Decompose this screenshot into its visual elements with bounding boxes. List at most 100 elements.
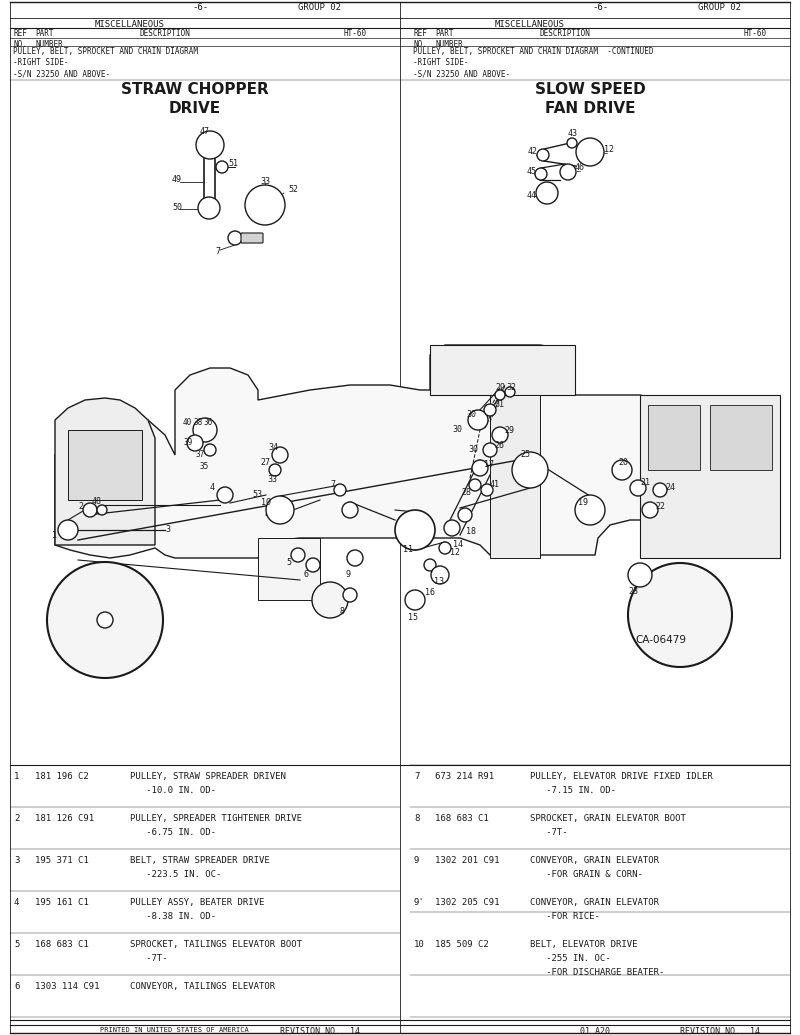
Text: DESCRIPTION: DESCRIPTION	[540, 29, 591, 38]
Text: -6-: -6-	[192, 3, 208, 12]
Text: -10.0 IN. OD-: -10.0 IN. OD-	[130, 786, 216, 795]
Text: 12: 12	[450, 548, 460, 557]
Text: PRINTED IN UNITED STATES OF AMERICA: PRINTED IN UNITED STATES OF AMERICA	[100, 1027, 249, 1033]
Circle shape	[628, 563, 652, 587]
Text: 22: 22	[655, 502, 665, 511]
Circle shape	[472, 460, 488, 476]
Circle shape	[483, 443, 497, 457]
Text: 15: 15	[408, 613, 418, 622]
Text: 185 509 C2: 185 509 C2	[435, 940, 489, 949]
Polygon shape	[258, 538, 320, 600]
Text: -223.5 IN. OC-: -223.5 IN. OC-	[130, 870, 222, 879]
Text: 3: 3	[14, 856, 19, 865]
Circle shape	[576, 138, 604, 166]
Circle shape	[97, 612, 113, 628]
Text: 41: 41	[490, 480, 500, 489]
Circle shape	[612, 460, 632, 480]
Text: HT-60: HT-60	[343, 29, 366, 38]
Text: GROUP 02: GROUP 02	[698, 3, 742, 12]
Text: 5: 5	[14, 940, 19, 949]
Circle shape	[334, 484, 346, 496]
Text: 8: 8	[340, 607, 345, 616]
Text: -FOR GRAIN & CORN-: -FOR GRAIN & CORN-	[530, 870, 643, 879]
Circle shape	[228, 231, 242, 245]
Text: 4: 4	[210, 483, 215, 492]
Text: 35: 35	[200, 462, 210, 471]
FancyBboxPatch shape	[241, 233, 263, 243]
Text: 29: 29	[504, 426, 514, 435]
Text: 49: 49	[172, 176, 182, 184]
Polygon shape	[55, 345, 780, 558]
Text: -FOR RICE-: -FOR RICE-	[530, 912, 600, 921]
Text: 10: 10	[414, 940, 425, 949]
Text: 21: 21	[640, 478, 650, 487]
Text: 51: 51	[228, 159, 238, 169]
Polygon shape	[55, 398, 155, 545]
Text: 47: 47	[200, 127, 210, 136]
Text: 1303 114 C91: 1303 114 C91	[35, 982, 99, 990]
Text: BELT, STRAW SPREADER DRIVE: BELT, STRAW SPREADER DRIVE	[130, 856, 270, 865]
Text: 30: 30	[452, 425, 462, 434]
Text: 11: 11	[403, 545, 413, 554]
Text: SLOW SPEED
FAN DRIVE: SLOW SPEED FAN DRIVE	[534, 82, 646, 116]
Circle shape	[484, 404, 496, 416]
Circle shape	[266, 496, 294, 524]
Text: MISCELLANEOUS: MISCELLANEOUS	[95, 20, 165, 29]
Circle shape	[537, 149, 549, 161]
Text: 4: 4	[14, 898, 19, 907]
Text: CONVEYOR, GRAIN ELEVATOR: CONVEYOR, GRAIN ELEVATOR	[530, 898, 659, 907]
Circle shape	[628, 563, 732, 667]
Circle shape	[193, 418, 217, 442]
Text: MISCELLANEOUS: MISCELLANEOUS	[495, 20, 565, 29]
Circle shape	[468, 410, 488, 430]
Polygon shape	[648, 405, 700, 470]
Text: 10: 10	[261, 498, 271, 507]
Text: REVISION NO.  14: REVISION NO. 14	[280, 1027, 360, 1035]
Text: -6-: -6-	[592, 3, 608, 12]
Circle shape	[272, 447, 288, 463]
Circle shape	[269, 464, 281, 476]
Circle shape	[469, 479, 481, 491]
Text: GROUP 02: GROUP 02	[298, 3, 342, 12]
Text: REVISION NO.  14: REVISION NO. 14	[680, 1027, 760, 1035]
Text: 5: 5	[286, 558, 291, 567]
Polygon shape	[640, 395, 780, 558]
Text: 9: 9	[345, 570, 350, 579]
Circle shape	[216, 161, 228, 173]
Circle shape	[630, 480, 646, 496]
Text: 31: 31	[494, 400, 504, 409]
Text: 12: 12	[604, 146, 614, 154]
Text: 39: 39	[183, 438, 192, 447]
Text: 53: 53	[252, 490, 262, 499]
Polygon shape	[430, 345, 575, 395]
Text: 6: 6	[303, 570, 308, 579]
Text: 25: 25	[520, 450, 530, 459]
Circle shape	[405, 590, 425, 610]
Text: 1: 1	[52, 531, 57, 539]
Polygon shape	[710, 405, 772, 470]
Text: 2: 2	[78, 502, 83, 511]
Text: 16: 16	[425, 588, 435, 597]
Circle shape	[347, 550, 363, 566]
Text: HT-60: HT-60	[743, 29, 766, 38]
Text: 44: 44	[527, 190, 537, 200]
Text: BELT, ELEVATOR DRIVE: BELT, ELEVATOR DRIVE	[530, 940, 638, 949]
Circle shape	[642, 502, 658, 518]
Text: SPROCKET, TAILINGS ELEVATOR BOOT: SPROCKET, TAILINGS ELEVATOR BOOT	[130, 940, 302, 949]
Text: 28: 28	[461, 487, 471, 497]
Text: 20: 20	[618, 459, 628, 467]
Circle shape	[424, 559, 436, 571]
Text: -7.15 IN. OD-: -7.15 IN. OD-	[530, 786, 616, 795]
Text: 195 161 C1: 195 161 C1	[35, 898, 89, 907]
Text: 23: 23	[628, 587, 638, 596]
Text: -6.75 IN. OD-: -6.75 IN. OD-	[130, 828, 216, 837]
Text: 29: 29	[495, 383, 505, 392]
Text: 181 196 C2: 181 196 C2	[35, 772, 89, 781]
Circle shape	[58, 520, 78, 540]
Text: 38: 38	[193, 418, 202, 427]
Text: 46: 46	[575, 164, 585, 173]
Text: DESCRIPTION: DESCRIPTION	[140, 29, 191, 38]
Circle shape	[312, 582, 348, 618]
Text: 2: 2	[14, 814, 19, 823]
Circle shape	[196, 131, 224, 159]
